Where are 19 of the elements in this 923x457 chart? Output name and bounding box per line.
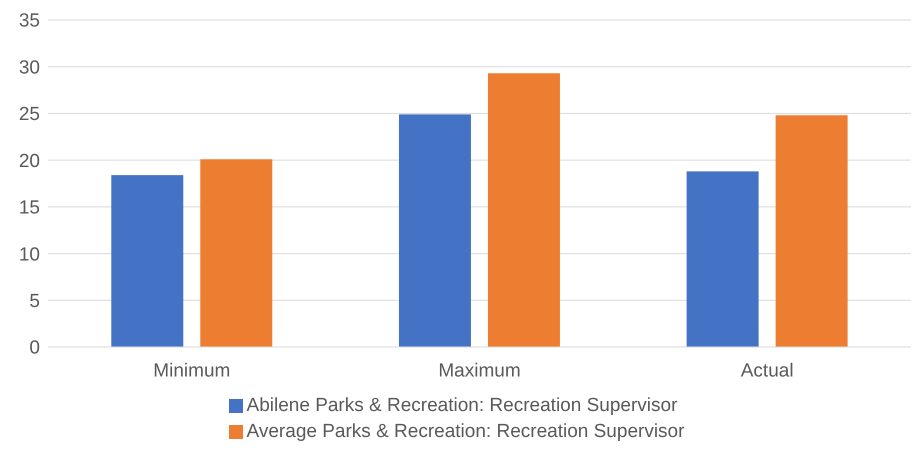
y-tick-label: 35	[18, 10, 40, 32]
legend-label: Average Parks & Recreation: Recreation Supervisor	[246, 421, 684, 442]
y-tick-label: 15	[18, 198, 40, 219]
y-tick-label: 25	[18, 104, 40, 126]
bar	[776, 115, 848, 347]
legend-label: Abilene Parks & Recreation: Recreation Supervisor	[246, 395, 678, 416]
y-tick-label: 5	[29, 291, 40, 312]
bar	[111, 175, 184, 347]
y-tick-label: 10	[18, 244, 40, 266]
x-tick-label: Actual	[740, 360, 794, 382]
y-tick-label: 0	[29, 338, 40, 359]
bar	[200, 159, 272, 347]
y-tick-label: 20	[18, 150, 40, 172]
bar	[398, 114, 471, 347]
x-tick-label: Minimum	[153, 360, 230, 382]
y-tick-label: 30	[18, 57, 40, 78]
bar	[488, 73, 560, 347]
x-tick-label: Maximum	[438, 360, 521, 382]
bar	[686, 171, 759, 347]
